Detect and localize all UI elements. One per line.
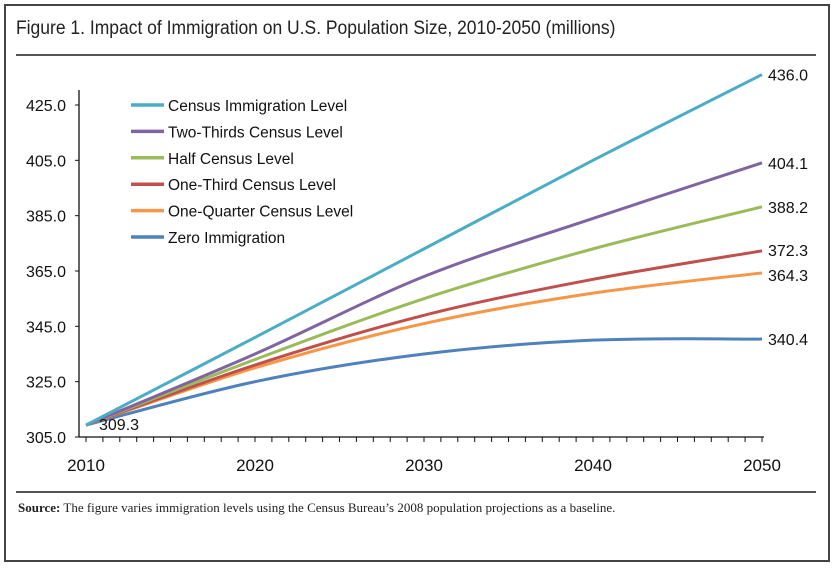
y-tick-label: 425.0 [26,98,66,115]
y-tick-label: 305.0 [26,430,66,447]
end-value-label: 388.2 [768,200,808,217]
series-line-half-census-level [85,205,763,427]
end-value-label: 372.3 [768,243,808,260]
source-label: Source: [18,500,61,515]
legend-label: One-Third Census Level [168,177,336,194]
series-line-one-quarter-census-level [85,271,763,427]
y-tick-label: 345.0 [26,319,66,336]
legend-label: Zero Immigration [168,230,285,247]
source-divider [16,491,816,493]
y-tick-label: 365.0 [26,264,66,281]
series-line-census-immigration-level [85,73,763,427]
end-value-label: 404.1 [768,156,808,173]
series-line-zero-immigration [85,337,763,427]
chart-title: Figure 1. Impact of Immigration on U.S. … [16,18,616,39]
y-tick-label: 405.0 [26,153,66,170]
figure-frame [4,4,830,562]
end-value-label: 436.0 [768,68,808,85]
y-tick-label: 325.0 [26,375,66,392]
legend-label: Half Census Level [168,151,294,168]
x-tick-label: 2020 [236,456,274,475]
series-line-two-thirds-census-level [85,161,763,427]
x-tick-label: 2030 [405,456,443,475]
series-line-one-third-census-level [85,249,763,427]
x-tick-label: 2050 [743,456,781,475]
x-tick-label: 2040 [574,456,612,475]
x-tick-label: 2010 [67,456,105,475]
title-divider [16,54,816,56]
legend-label: Two-Thirds Census Level [168,124,343,141]
legend-label: Census Immigration Level [168,98,347,115]
end-value-label: 340.4 [768,332,808,349]
end-value-label: 364.3 [768,268,808,285]
y-tick-label: 385.0 [26,209,66,226]
legend-label: One-Quarter Census Level [168,204,353,221]
source-text: The figure varies immigration levels usi… [60,500,616,515]
source-note: Source: The figure varies immigration le… [18,500,615,516]
start-value-label: 309.3 [99,417,139,434]
